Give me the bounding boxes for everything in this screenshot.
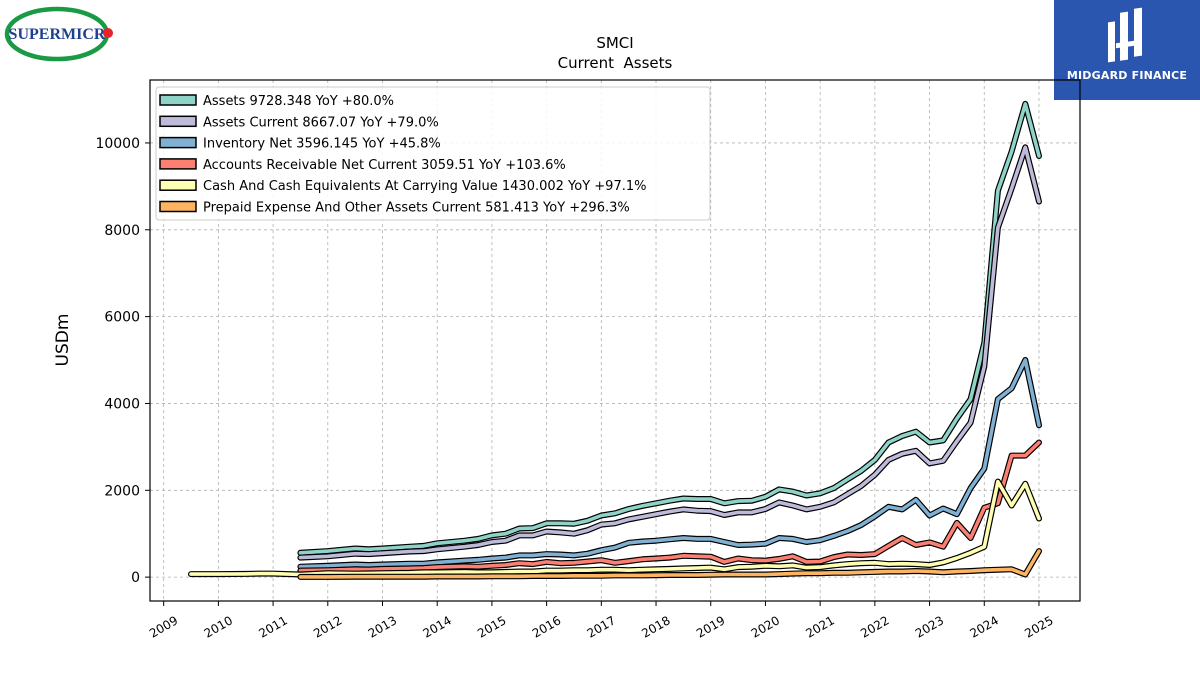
plot-frame (149, 79, 1081, 602)
series-5 (188, 478, 1042, 578)
series-3 (297, 357, 1042, 570)
series-4 (297, 439, 1042, 574)
x-tick-label: 2022 (858, 613, 891, 640)
x-tick-label: 2017 (585, 613, 618, 640)
x-tick-label: 2016 (530, 613, 563, 640)
y-tick-label: 6000 (104, 310, 140, 326)
legend-swatch (159, 200, 197, 213)
y-tick-label: 4000 (104, 396, 140, 412)
legend-label: Inventory Net 3596.145 YoY +45.8% (203, 137, 441, 152)
x-tick-label: 2018 (639, 613, 672, 640)
legend-label: Cash And Cash Equivalents At Carrying Va… (203, 179, 646, 194)
y-axis-label: USDm (53, 314, 73, 367)
legend-swatch (159, 158, 197, 170)
midgard-finance-logo: MIDGARD FINANCE (1054, 0, 1200, 100)
legend-label: Assets Current 8667.07 YoY +79.0% (203, 115, 439, 130)
series-2 (297, 144, 1042, 561)
y-tick-label: 2000 (104, 483, 140, 499)
legend: Assets 9728.348 YoY +80.0% Assets Current… (155, 86, 711, 221)
gridlines (150, 80, 1080, 601)
x-tick-label: 2015 (475, 613, 508, 640)
series-1 (297, 100, 1042, 556)
legend-box (155, 86, 711, 221)
series-line (298, 549, 1041, 579)
supermicro-logo-text: SUPERMICR (9, 26, 106, 43)
x-tick-label: 2011 (256, 613, 289, 640)
x-tick-label: 2010 (202, 613, 235, 640)
legend-item: Assets 9728.348 YoY +80.0% (159, 94, 394, 109)
series-line (298, 440, 1041, 573)
legend-label: Accounts Receivable Net Current 3059.51 … (203, 158, 566, 173)
x-tick-label: 2021 (803, 613, 836, 640)
x-tick-label: 2024 (968, 613, 1001, 640)
series-line (189, 479, 1041, 577)
legend-item: Assets Current 8667.07 YoY +79.0% (159, 115, 439, 130)
legend-item: Inventory Net 3596.145 YoY +45.8% (159, 136, 441, 152)
series-line (298, 358, 1041, 569)
series-layer (188, 100, 1042, 580)
y-tick-label: 0 (131, 570, 140, 586)
x-tick-label: 2012 (311, 613, 344, 640)
series-6 (297, 548, 1042, 580)
y-tick-label: 10000 (95, 136, 140, 152)
series-line (298, 102, 1041, 555)
x-tick-label: 2009 (147, 613, 180, 640)
chart-title: SMCI (596, 34, 633, 52)
legend-item: Cash And Cash Equivalents At Carrying Va… (159, 179, 646, 194)
legend-swatch (159, 94, 197, 106)
x-tick-label: 2023 (913, 613, 946, 640)
legend-swatch (159, 136, 197, 149)
x-tick-label: 2020 (749, 613, 782, 640)
midgard-finance-label: MIDGARD FINANCE (1066, 69, 1188, 82)
y-tick-label: 8000 (104, 223, 140, 239)
x-tick-label: 2019 (694, 613, 727, 640)
midgard-emblem-icon (1108, 7, 1142, 63)
legend-label: Prepaid Expense And Other Assets Current… (203, 201, 630, 216)
logo-red-dot (103, 28, 113, 38)
chart-subtitle: Current Assets (558, 54, 673, 72)
x-tick-label: 2025 (1022, 613, 1055, 640)
legend-item: Prepaid Expense And Other Assets Current… (159, 200, 630, 216)
x-tick-label: 2014 (420, 613, 453, 640)
legend-swatch (159, 179, 197, 191)
series-line (298, 145, 1041, 560)
supermicro-logo: SUPERMICR (4, 4, 116, 62)
x-tick-label: 2013 (366, 613, 399, 640)
legend-label: Assets 9728.348 YoY +80.0% (203, 94, 394, 109)
legend-swatch (159, 115, 197, 128)
legend-item: Accounts Receivable Net Current 3059.51 … (159, 158, 566, 173)
